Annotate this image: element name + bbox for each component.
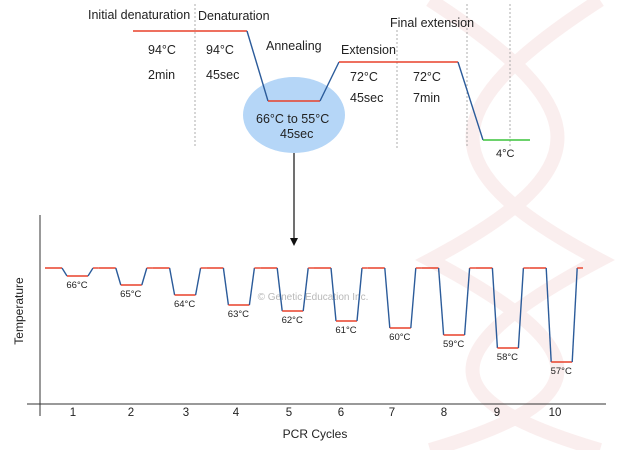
watermark-text: © Genetic Education Inc. — [258, 292, 369, 303]
annealing-temp-label: 57°C — [551, 366, 572, 377]
ramp-up — [319, 61, 340, 102]
ext-temp: 72°C — [350, 70, 378, 84]
initial-temp: 94°C — [148, 43, 176, 57]
ext-time: 45sec — [350, 91, 383, 105]
annealing-temp-label: 65°C — [120, 289, 141, 300]
annealing-temp-label: 66°C — [66, 280, 87, 291]
ramp-up-4 — [248, 267, 256, 306]
dna-watermark — [415, 0, 615, 450]
annealing-temp-label: 62°C — [282, 315, 303, 326]
cycle-tick-label: 9 — [494, 407, 500, 419]
ramp-down-2 — [115, 267, 122, 286]
cycle-tick-label: 4 — [233, 407, 240, 419]
ramp-down-4 — [222, 267, 230, 306]
denat-temp: 94°C — [206, 43, 234, 57]
label-extension: Extension — [341, 43, 396, 57]
annealing-temp-label: 60°C — [389, 332, 410, 343]
initial-time: 2min — [148, 68, 175, 82]
ramp-up-6 — [356, 267, 363, 322]
pcr-program-curve — [133, 30, 530, 141]
ramp-down-9 — [491, 267, 499, 349]
ramp-down-7 — [384, 267, 391, 329]
anneal-time: 45sec — [280, 127, 313, 141]
ramp-up-10 — [571, 267, 578, 363]
ramp-up-8 — [463, 267, 471, 336]
ramp-up-5 — [302, 267, 309, 312]
ramp-down-10 — [545, 267, 552, 363]
final-temp: 72°C — [413, 70, 441, 84]
ramp-up-2 — [141, 267, 148, 286]
denat-time: 45sec — [206, 68, 239, 82]
annealing-temp-label: 64°C — [174, 299, 195, 310]
annealing-temp-label: 61°C — [335, 325, 356, 336]
ramp-down-8 — [437, 267, 445, 336]
annealing-temp-label: 58°C — [497, 352, 518, 363]
cycle-tick-label: 10 — [549, 407, 562, 419]
final-time: 7min — [413, 91, 440, 105]
cycle-tick-label: 1 — [70, 407, 76, 419]
ramp-cool — [457, 61, 484, 141]
label-initial: Initial denaturation — [88, 8, 190, 22]
ramp-down-1 — [61, 267, 68, 277]
cycle-curve: 66°C 1 65°C 2 64°C 3 63°C 4 62°C 5 61°C 6 60°C 7 59°C 8… — [45, 267, 583, 419]
cycle-tick-label: 6 — [338, 407, 344, 419]
chart-axes — [27, 215, 606, 416]
annealing-temp-label: 59°C — [443, 339, 464, 350]
label-denaturation: Denaturation — [198, 9, 270, 23]
ramp-down — [246, 30, 269, 102]
anneal-temp: 66°C to 55°C — [256, 112, 329, 126]
label-annealing: Annealing — [266, 39, 322, 53]
dividers — [194, 4, 511, 148]
y-axis-label: Temperature — [12, 277, 26, 345]
annealing-bubble — [243, 77, 345, 153]
cycle-tick-label: 3 — [183, 407, 189, 419]
cycle-tick-label: 5 — [286, 407, 292, 419]
ramp-down-5 — [276, 267, 283, 312]
ramp-up-7 — [410, 267, 417, 329]
ramp-down-3 — [168, 267, 176, 296]
arrow-head — [290, 238, 298, 246]
label-final: Final extension — [390, 16, 474, 30]
cycle-tick-label: 8 — [441, 407, 447, 419]
cycle-tick-label: 2 — [128, 407, 134, 419]
ramp-up-9 — [517, 267, 525, 349]
hold-temp: 4°C — [496, 148, 515, 160]
ramp-up-1 — [87, 267, 94, 277]
x-axis-label: PCR Cycles — [283, 427, 348, 441]
cycle-tick-label: 7 — [389, 407, 395, 419]
ramp-up-3 — [194, 267, 202, 296]
ramp-down-6 — [330, 267, 337, 322]
annealing-temp-label: 63°C — [228, 309, 249, 320]
